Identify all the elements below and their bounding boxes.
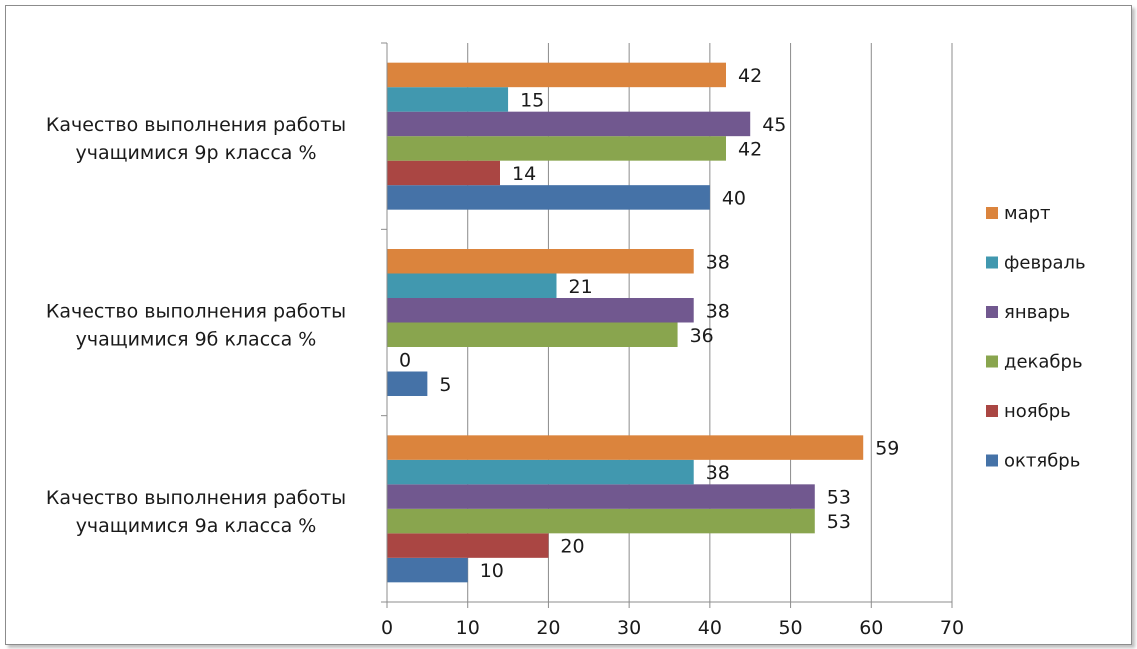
bar-октябрь-1 [387,185,710,210]
data-label: 38 [706,462,730,484]
category-label: учащимися 9р класса % [75,142,316,164]
bar-февраль-3 [387,459,694,485]
bar-декабрь-1 [387,136,726,161]
legend-swatch-февраль [986,256,998,269]
x-tick-label: 20 [536,617,560,639]
legend-swatch-март [986,207,998,219]
data-label: 42 [738,65,762,87]
data-label: 36 [690,325,714,347]
x-tick-label: 40 [698,617,722,639]
bar-декабрь-2 [387,322,678,347]
legend-label: март [1004,203,1051,224]
category-label: учащимися 9б класса % [76,329,317,351]
data-label: 38 [706,251,730,273]
category-label: учащимися 9а класса % [76,515,317,537]
legend-swatch-декабрь [986,355,998,368]
bar-январь-3 [387,484,815,509]
x-tick-label: 50 [778,617,802,639]
x-tick-label: 60 [859,617,883,639]
category-label: Качество выполнения работы [46,114,346,136]
category-label: Качество выполнения работы [46,487,346,509]
bar-февраль-2 [387,273,557,298]
bar-chart: 0 10 20 30 40 50 60 70 401442451542503638213810… [46,42,1086,639]
data-label: 21 [569,276,593,298]
data-label: 0 [399,349,411,371]
data-label: 53 [827,511,851,533]
bar-март-2 [387,249,694,274]
bar-январь-1 [387,111,751,137]
bar-март-3 [387,435,864,460]
data-label: 10 [480,560,504,582]
data-label: 40 [722,187,746,209]
legend-swatch-октябрь [986,454,998,467]
data-label: 38 [706,300,730,322]
data-label: 45 [762,114,786,136]
axes: 0 10 20 30 40 50 60 70 [381,42,964,639]
data-label: 59 [875,438,899,460]
category-labels: Качество выполнения работы учащимися 9р к… [46,114,346,537]
legend-swatch-ноябрь [986,405,998,417]
legend-label: ноябрь [1004,401,1071,422]
legend-label: февраль [1004,253,1086,274]
bar-ноябрь-1 [387,160,500,186]
category-label: Качество выполнения работы [46,301,346,323]
x-tick-label: 0 [381,617,393,639]
x-tick-label: 30 [617,617,641,639]
x-tick-label: 70 [940,617,964,639]
bar-март-1 [387,62,726,88]
chart-frame: 0 10 20 30 40 50 60 70 40 14 42 45 15 42 5 0 36 38 21 38 10… [5,5,1132,645]
data-label: 53 [827,487,851,509]
data-label: 20 [560,536,584,558]
bar-октябрь-2 [387,371,428,396]
bar-ноябрь-3 [387,533,549,558]
legend-label: декабрь [1004,352,1083,373]
bars [387,62,864,583]
data-label: 42 [738,138,762,160]
x-tick-label: 10 [456,617,480,639]
legend-label: январь [1004,302,1070,323]
legend-swatch-январь [986,306,998,318]
data-label: 5 [439,374,451,396]
legend: март февраль январь декабрь ноябрь октябрь [986,203,1086,472]
bar-январь-2 [387,298,694,323]
bar-октябрь-3 [387,557,468,583]
data-label: 14 [512,163,536,185]
legend-label: октябрь [1004,451,1080,472]
bar-февраль-1 [387,87,509,112]
data-label: 15 [520,89,544,111]
bar-декабрь-3 [387,508,815,534]
